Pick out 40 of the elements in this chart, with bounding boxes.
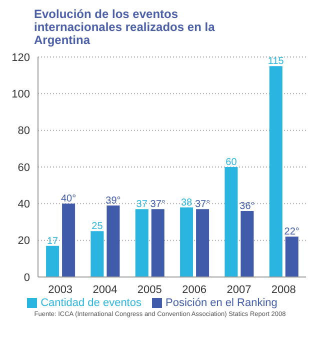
data-label: 25: [92, 221, 104, 232]
bar: [151, 209, 164, 277]
x-tick-label: 2004: [92, 284, 118, 296]
data-label: 37: [136, 199, 148, 210]
x-tick-label: 2007: [226, 284, 252, 296]
legend-label: Cantidad de eventos: [40, 297, 142, 309]
bar: [269, 66, 282, 277]
bar: [224, 167, 238, 277]
y-tick-label: 100: [12, 88, 30, 101]
data-label: 17: [46, 236, 59, 247]
chart-title: Evolución de los eventos internacionales realizados en la Argentina: [34, 7, 216, 47]
bar: [106, 206, 120, 277]
data-label: 39°: [106, 196, 121, 206]
data-label: 37°: [194, 199, 210, 210]
x-tick-label: 2005: [137, 284, 162, 296]
data-label: 60: [226, 157, 238, 168]
data-label: 40°: [60, 194, 76, 205]
data-label: 22°: [284, 226, 300, 238]
legend-label: Posición en el Ranking: [166, 297, 278, 309]
bar: [135, 209, 148, 277]
y-tick-label: 40: [18, 198, 30, 211]
data-label: 36°: [240, 201, 255, 212]
data-label: 38: [180, 197, 193, 208]
bar: [90, 231, 104, 277]
x-tick-label: 2003: [48, 284, 73, 296]
bar: [285, 236, 298, 277]
x-tick-label: 2006: [182, 284, 207, 296]
data-label: 37°: [150, 199, 166, 210]
bar: [240, 211, 254, 277]
y-tick-label: 0: [24, 272, 30, 284]
y-tick-label: 80: [18, 125, 30, 138]
bar: [196, 209, 210, 277]
y-tick-label: 120: [12, 52, 30, 64]
data-label: 115: [268, 56, 284, 68]
x-tick-label: 2008: [271, 284, 296, 296]
y-tick-label: 20: [18, 235, 30, 248]
y-tick-label: 60: [18, 162, 30, 174]
bar: [46, 246, 60, 277]
bar: [62, 204, 76, 277]
bar: [180, 207, 194, 277]
